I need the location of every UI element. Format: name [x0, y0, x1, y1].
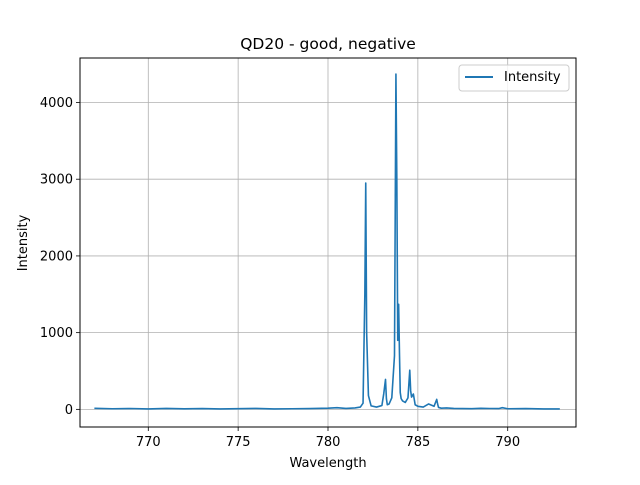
- y-tick-label: 1000: [40, 326, 73, 341]
- y-axis-label: Intensity: [16, 214, 31, 271]
- grid-lines: [80, 58, 576, 427]
- legend-label: Intensity: [504, 70, 561, 85]
- y-tick-label: 3000: [40, 173, 73, 188]
- x-axis-label: Wavelength: [289, 456, 366, 471]
- x-tick-label: 790: [495, 435, 520, 450]
- x-axis-ticks: 770 775 780 785 790: [136, 427, 520, 450]
- y-tick-label: 0: [65, 403, 73, 418]
- y-axis-ticks: 0 1000 2000 3000 4000: [40, 96, 80, 418]
- x-tick-label: 775: [226, 435, 251, 450]
- x-tick-label: 785: [405, 435, 430, 450]
- legend: Intensity: [458, 64, 570, 92]
- x-tick-label: 770: [136, 435, 161, 450]
- legend-box: [458, 64, 570, 92]
- chart-title: QD20 - good, negative: [240, 35, 416, 53]
- x-tick-label: 780: [316, 435, 341, 450]
- y-tick-label: 2000: [40, 249, 73, 264]
- series-line-intensity: [94, 73, 560, 410]
- series-layer: [94, 73, 560, 410]
- y-tick-label: 4000: [40, 96, 73, 111]
